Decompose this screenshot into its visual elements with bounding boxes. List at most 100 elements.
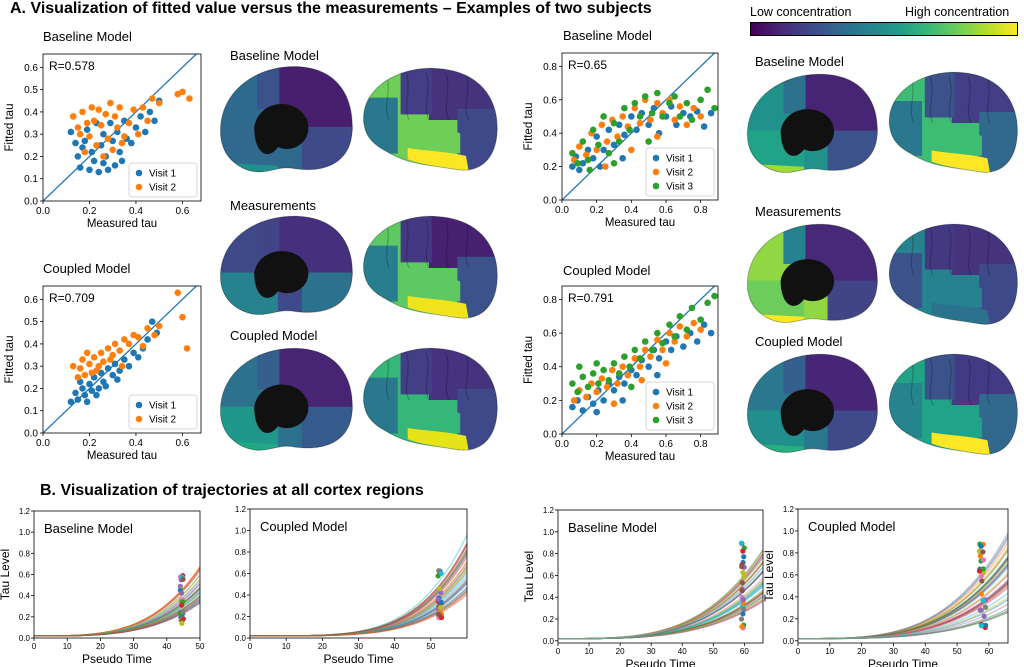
- scatter-point-visit-1: [667, 346, 675, 354]
- scatter-point-visit-2: [186, 95, 193, 102]
- y-axis-label: Fitted tau: [523, 103, 535, 151]
- trajectory-line: [798, 546, 1008, 640]
- x-tick-label: 50: [709, 647, 718, 656]
- trajectory-line: [34, 602, 200, 637]
- trajectory-line: [798, 580, 1008, 640]
- scatter-point-visit-1: [700, 321, 708, 328]
- scatter-point-visit-1: [102, 382, 110, 390]
- measurement-point: [435, 596, 441, 602]
- y-tick-label: 0.4: [24, 339, 38, 350]
- scatter-point-visit-3: [589, 126, 597, 134]
- scatter-point-visit-1: [693, 338, 701, 345]
- brain-label-right-baseline: Baseline Model: [755, 54, 844, 69]
- brain-region-occipital: [827, 280, 878, 323]
- scatter-point-visit-3: [711, 104, 718, 112]
- scatter-point-visit-1: [83, 126, 91, 134]
- scatter-point-visit-2: [614, 380, 621, 387]
- trajectory-line: [558, 552, 763, 640]
- trajectory-line: [558, 550, 763, 640]
- brain-outline: [888, 223, 1018, 325]
- measurement-point: [739, 624, 745, 630]
- trajectory-line: [558, 561, 763, 640]
- trajectory-line: [34, 596, 200, 637]
- scatter-point-visit-3: [569, 380, 576, 387]
- x-tick-label: 30: [129, 642, 138, 651]
- legend-marker: [652, 182, 660, 190]
- x-tick-label: 0.4: [129, 438, 143, 449]
- scatter-point-visit-3: [615, 138, 623, 145]
- scatter-point-visit-1: [88, 148, 96, 156]
- scatter-point-visit-2: [155, 99, 163, 107]
- trajectory-line: [798, 580, 1008, 640]
- scatter-point-visit-2: [624, 371, 632, 379]
- scatter-point-visit-2: [631, 104, 639, 112]
- measurement-point: [738, 540, 745, 546]
- brain-outline: [747, 353, 878, 453]
- scatter-point-visit-2: [76, 365, 84, 372]
- scatter-point-visit-1: [596, 163, 604, 170]
- scatter-point-visit-3: [631, 346, 639, 354]
- scatter-point-visit-2: [83, 349, 91, 357]
- brain-medial-baseline-subject2: [747, 73, 878, 173]
- brain-region-frontal: [783, 354, 806, 394]
- trajectory-line: [558, 554, 763, 640]
- scatter-point-visit-1: [72, 389, 79, 397]
- x-tick-label: 0.0: [555, 205, 569, 216]
- legend-label: Visit 2: [149, 183, 176, 194]
- measurement-point: [978, 623, 984, 629]
- trajectory-line: [558, 566, 763, 640]
- scatter-point-visit-3: [615, 370, 623, 377]
- scatter-point-visit-2: [116, 104, 123, 111]
- y-tick-label: 0.0: [19, 634, 31, 643]
- section-a-title: A. Visualization of fitted value versus …: [10, 0, 652, 17]
- scatter-point-visit-1: [584, 146, 592, 154]
- trajectory-line: [250, 589, 467, 637]
- y-tick-label: 0.6: [543, 571, 555, 580]
- scatter-point-visit-2: [107, 99, 114, 107]
- scatter-point-visit-1: [650, 104, 658, 112]
- legend-marker: [135, 183, 143, 191]
- brain-outline: [363, 215, 498, 319]
- trajectory-line: [34, 591, 200, 637]
- legend-marker: [652, 168, 660, 176]
- scatter-point-visit-1: [86, 380, 93, 388]
- scatter-point-visit-2: [593, 388, 600, 396]
- brain-medial-wall: [780, 259, 834, 306]
- trajectory-line: [250, 542, 467, 637]
- trajectory-line: [558, 556, 763, 640]
- trajectory-line: [798, 532, 1008, 640]
- scatter-point-visit-1: [67, 398, 75, 406]
- brain-region-temporal-inferior: [407, 148, 469, 171]
- brain-lateral-measurements-subject1: [363, 215, 498, 319]
- scatter-point-visit-1: [144, 336, 151, 343]
- trajectory-line: [798, 592, 1008, 640]
- scatter-point-visit-2: [121, 133, 128, 140]
- y-tick-label: 0.8: [543, 295, 557, 306]
- scatter-point-visit-1: [100, 130, 107, 138]
- x-tick-label: 0.2: [590, 205, 604, 216]
- trajectory-line: [250, 582, 467, 637]
- measurement-point: [740, 548, 746, 554]
- scatter-point-visit-3: [654, 89, 661, 97]
- scatter-point-visit-3: [683, 326, 691, 334]
- trajectory-line: [798, 557, 1008, 640]
- legend-label: Visit 1: [149, 401, 176, 412]
- measurement-point: [980, 597, 986, 604]
- scatter-point-visit-1: [569, 403, 576, 411]
- brain-region-occipital: [301, 126, 353, 172]
- trajectory-line: [798, 567, 1008, 640]
- scatter-point-visit-2: [179, 313, 186, 321]
- legend-box: [645, 147, 715, 197]
- trajectory-line: [798, 560, 1008, 640]
- brain-region-frontal: [783, 224, 806, 264]
- x-tick-label: 20: [616, 647, 625, 656]
- trajectory-line: [250, 569, 467, 637]
- trajectory-line: [34, 570, 200, 637]
- y-tick-label: 0.2: [24, 152, 38, 163]
- scatter-point-visit-1: [633, 371, 640, 379]
- y-tick-label: 0.4: [24, 107, 38, 118]
- scatter-point-visit-3: [626, 363, 633, 371]
- y-tick-label: 1.2: [19, 507, 31, 516]
- trajectory-line: [558, 553, 763, 640]
- trajectory-line: [34, 587, 200, 637]
